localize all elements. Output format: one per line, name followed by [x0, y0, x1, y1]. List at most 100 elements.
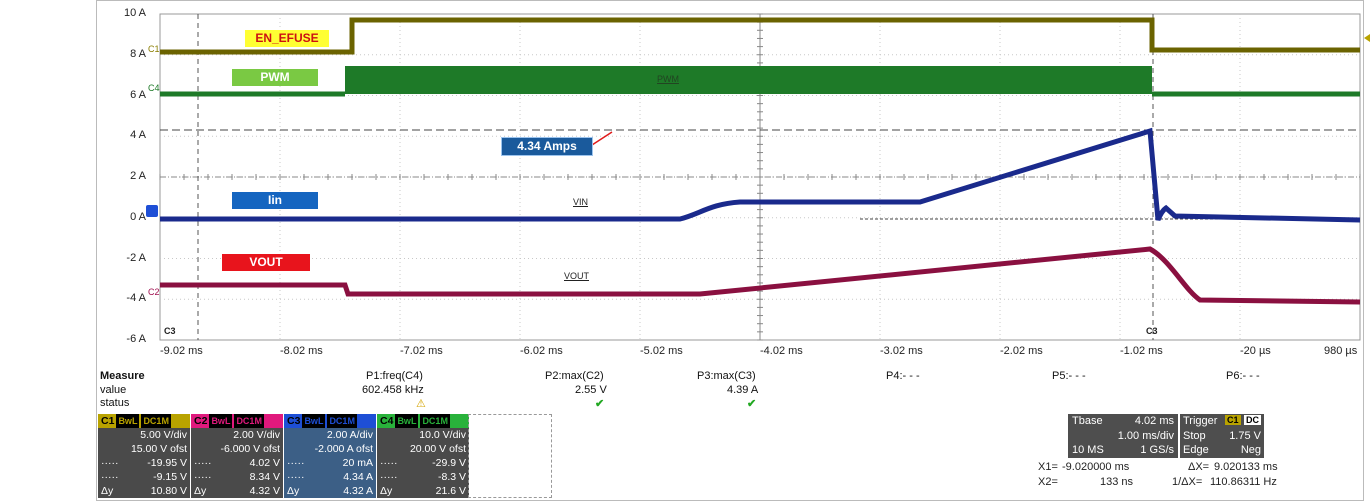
trigger-box[interactable]: Trigger C1 DC Stop 1.75 V Edge Neg [1180, 414, 1264, 458]
time-per-div: 1.00 ms/div [1117, 430, 1174, 442]
dx-label: ΔX= [1188, 461, 1210, 473]
en-efuse-trace [160, 17, 1360, 55]
channel-row: 20.00 V ofst [377, 442, 469, 456]
current-callout: 4.34 Amps [501, 137, 593, 156]
c4-marker[interactable]: C4 [148, 83, 160, 93]
x1-value: -9.020000 ms [1062, 461, 1130, 473]
y-tick-label: 8 A [130, 47, 146, 60]
channel-box-c1[interactable]: C1 BwL DC1M 5.00 V/div 15.00 V ofst ····· -19.… [98, 414, 190, 498]
row-value: -9.15 V [153, 471, 187, 483]
row-value: 21.6 V [435, 485, 466, 497]
sample-rate: 1 GS/s [1140, 444, 1174, 456]
vin-trace-label: VIN [573, 197, 589, 207]
x-tick-label: -8.02 ms [280, 345, 323, 357]
warning-icon: ⚠ [416, 398, 426, 410]
row-value: -8.3 V [437, 471, 466, 483]
en-efuse-label: EN_EFUSE [245, 30, 329, 47]
x-tick-label: -3.02 ms [880, 345, 923, 357]
dx-value: 9.020133 ms [1214, 461, 1278, 473]
measure-header: Measure [100, 370, 145, 382]
row-label: ····· [287, 457, 305, 469]
channel-row: ····· -9.15 V [98, 470, 190, 484]
x-tick-label: -2.02 ms [1000, 345, 1043, 357]
y-tick-label: 0 A [130, 210, 146, 223]
x-tick-label: -1.02 ms [1120, 345, 1163, 357]
c3-marker-right: C3 [1146, 326, 1158, 336]
measure-param-name[interactable]: P5:- - - [1052, 370, 1086, 382]
channel-row: ····· -29.9 V [377, 456, 469, 470]
bandwidth-limit: BwL [116, 414, 140, 428]
channel-box-c3[interactable]: C3 BwL DC1M 2.00 A/div -2.000 A ofst ····· 20 … [284, 414, 376, 498]
row-label: ····· [380, 457, 398, 469]
channel-id: C1 [101, 415, 115, 427]
channel-row: 2.00 A/div [284, 428, 376, 442]
measure-param-name[interactable]: P4:- - - [886, 370, 920, 382]
row-value: 20 mA [342, 457, 373, 469]
measure-value-label: value [100, 384, 127, 396]
bandwidth-limit: BwL [395, 414, 419, 428]
check-icon: ✔ [747, 398, 757, 410]
channel-header: C1 BwL DC1M [98, 414, 190, 428]
iin-label: Iin [232, 192, 318, 209]
x1-label: X1= [1038, 461, 1058, 473]
channel-row: 10.0 V/div [377, 428, 469, 442]
x-tick-label: 980 µs [1324, 345, 1358, 357]
inv-dx-value: 110.86311 Hz [1210, 476, 1277, 488]
row-value: 4.32 V [249, 485, 280, 497]
coupling: DC1M [420, 414, 450, 428]
channel-row: -6.000 V ofst [191, 442, 283, 456]
x2-label: X2= [1038, 476, 1058, 488]
pwm-trace-band [345, 66, 1152, 94]
sample-count: 10 MS [1072, 444, 1104, 456]
row-value: 5.00 V/div [140, 429, 187, 441]
y-tick-label: 10 A [123, 7, 146, 19]
measure-param-name[interactable]: P6:- - - [1226, 370, 1260, 382]
pwm-trace-label: PWM [657, 74, 679, 84]
channel-row: Δy 4.32 V [191, 484, 283, 498]
row-value: 10.80 V [150, 485, 187, 497]
row-label: ····· [101, 471, 119, 483]
c2-marker[interactable]: C2 [148, 287, 160, 297]
measure-param-name[interactable]: P1:freq(C4) [366, 370, 423, 382]
channel-row: ····· -8.3 V [377, 470, 469, 484]
c3-marker-left: C3 [164, 326, 176, 336]
channel-row: ····· 20 mA [284, 456, 376, 470]
row-label: Δy [380, 485, 393, 497]
x-tick-label: -5.02 ms [640, 345, 683, 357]
trigger-coupling: DC [1244, 415, 1261, 425]
channel-box-c2[interactable]: C2 BwL DC1M 2.00 V/div -6.000 V ofst ····· 4.0… [191, 414, 283, 498]
row-value: 20.00 V ofst [409, 443, 466, 455]
coupling: DC1M [234, 414, 264, 428]
row-value: 4.02 V [249, 457, 280, 469]
y-tick-label: 2 A [130, 170, 146, 182]
tbase-label: Tbase [1072, 415, 1103, 427]
x-tick-label: -20 µs [1240, 345, 1271, 357]
row-label: ····· [287, 471, 305, 483]
channel-row: Δy 21.6 V [377, 484, 469, 498]
bandwidth-limit: BwL [209, 414, 233, 428]
row-value: -6.000 V ofst [220, 443, 280, 455]
pwm-label: PWM [232, 69, 318, 86]
row-value: 4.32 A [343, 485, 373, 497]
y-tick-label: 4 A [130, 129, 146, 142]
trigger-slope: Neg [1240, 444, 1261, 456]
timebase-box[interactable]: Tbase 4.02 ms 1.00 ms/div 10 MS 1 GS/s [1068, 414, 1178, 458]
row-value: -19.95 V [147, 457, 187, 469]
measure-param-name[interactable]: P2:max(C2) [545, 370, 604, 382]
trigger-type: Edge [1183, 444, 1209, 456]
measure-param-name[interactable]: P3:max(C3) [697, 370, 756, 382]
empty-descriptor[interactable] [468, 414, 552, 498]
trigger-channel: C1 [1225, 415, 1241, 425]
channel-box-c4[interactable]: C4 BwL DC1M 10.0 V/div 20.00 V ofst ····· -29.… [377, 414, 469, 498]
row-value: -2.000 A ofst [314, 443, 373, 455]
channel-header: C4 BwL DC1M [377, 414, 469, 428]
c1-marker[interactable]: C1 [148, 44, 160, 54]
coupling: DC1M [327, 414, 357, 428]
tbase-value: 4.02 ms [1134, 415, 1174, 427]
channel-row: Δy 4.32 A [284, 484, 376, 498]
channel-row: ····· 4.34 A [284, 470, 376, 484]
trigger-label: Trigger [1183, 415, 1218, 427]
channel-row: Δy 10.80 V [98, 484, 190, 498]
row-value: 8.34 V [249, 471, 280, 483]
